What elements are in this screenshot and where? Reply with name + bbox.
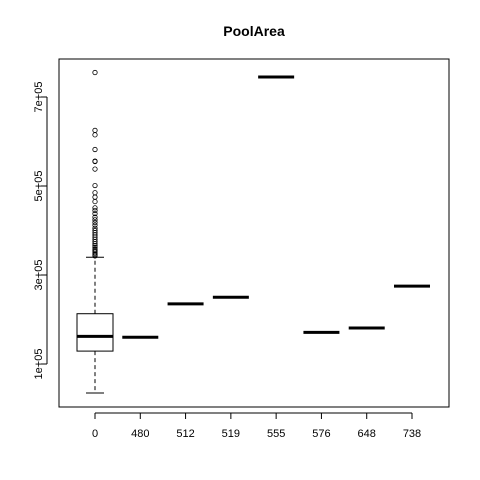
outlier-point bbox=[92, 190, 98, 196]
box-iqr bbox=[76, 313, 114, 352]
x-tick-label: 576 bbox=[312, 428, 330, 440]
y-axis: 1e+05 3e+05 5e+05 7e+05 bbox=[33, 82, 48, 380]
outlier-point bbox=[92, 198, 98, 205]
y-tick-label: 7e+05 bbox=[33, 82, 45, 113]
outlier-point bbox=[92, 207, 98, 214]
outlier-point bbox=[92, 127, 98, 133]
y-tick-label: 1e+05 bbox=[33, 349, 45, 380]
y-tick-label: 5e+05 bbox=[33, 171, 45, 202]
x-tick-label: 555 bbox=[267, 428, 285, 440]
outlier-point bbox=[92, 253, 98, 259]
y-tick-label: 3e+05 bbox=[33, 260, 45, 291]
outlier-point bbox=[92, 132, 98, 138]
x-tick-label: 648 bbox=[358, 428, 376, 440]
x-tick-label: 480 bbox=[131, 428, 149, 440]
outlier-point bbox=[92, 69, 98, 76]
outlier-point bbox=[92, 205, 98, 211]
outlier-point bbox=[92, 217, 98, 223]
x-tick-label: 519 bbox=[222, 428, 240, 440]
outlier-point bbox=[92, 182, 98, 189]
boxes bbox=[76, 69, 430, 394]
x-axis: 0 480 512 519 555 576 648 738 bbox=[92, 412, 421, 440]
outlier-point bbox=[92, 241, 98, 247]
outlier-point bbox=[92, 222, 98, 228]
outlier-point bbox=[92, 219, 98, 226]
outlier-point bbox=[92, 194, 98, 200]
x-tick-label: 738 bbox=[403, 428, 421, 440]
outlier-point bbox=[92, 146, 98, 153]
x-tick-label: 512 bbox=[176, 428, 194, 440]
outlier-point bbox=[92, 214, 98, 220]
chart-title: PoolArea bbox=[223, 23, 285, 39]
outlier-point bbox=[92, 210, 98, 217]
box-0 bbox=[76, 69, 114, 394]
outlier-point bbox=[92, 158, 98, 165]
outlier-point bbox=[92, 243, 98, 249]
plot-frame bbox=[58, 58, 450, 408]
outlier-point bbox=[92, 166, 98, 172]
x-tick-label: 0 bbox=[92, 428, 98, 440]
